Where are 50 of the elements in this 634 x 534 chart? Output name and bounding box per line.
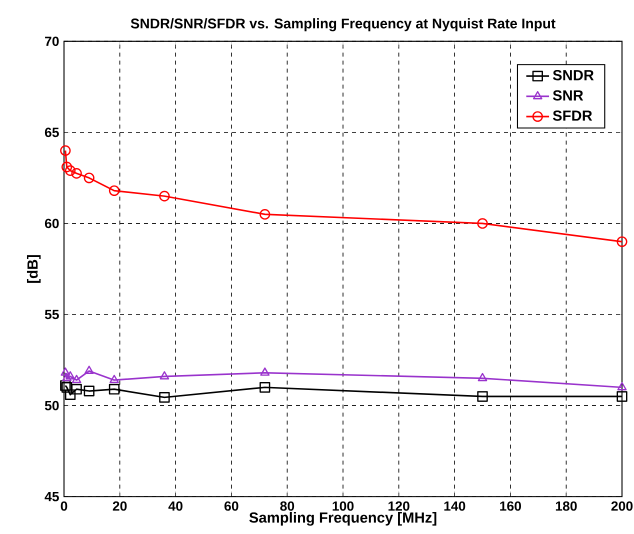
- legend-label: SFDR: [552, 110, 592, 121]
- point: [71, 168, 82, 179]
- y-tick-label: 60: [44, 218, 59, 228]
- x-tick-label: 140: [444, 501, 466, 511]
- point: [108, 384, 120, 395]
- x-tick-label: 160: [500, 501, 521, 511]
- y-tick-label: 70: [45, 36, 59, 46]
- x-tick-label: 100: [332, 501, 354, 511]
- point: [84, 386, 94, 396]
- point: [60, 367, 70, 376]
- point: [477, 391, 488, 402]
- point: [72, 374, 82, 384]
- point: [478, 372, 488, 382]
- chart-title: SNDR/SNR/SFDR vs. Sampling Frequency at Nyquist Rate Input: [130, 18, 556, 32]
- point: [71, 384, 82, 395]
- y-tick-label: 50: [44, 400, 59, 410]
- x-tick-label: 180: [556, 501, 577, 511]
- point: [60, 145, 71, 156]
- x-tick-label: 40: [168, 501, 182, 511]
- point: [260, 209, 270, 220]
- x-tick-label: 60: [224, 501, 238, 511]
- point: [108, 185, 120, 196]
- point: [260, 382, 270, 393]
- x-axis-title: Sampling Frequency [MHz]: [249, 512, 436, 526]
- point: [61, 162, 72, 172]
- point: [617, 382, 627, 390]
- point: [64, 389, 76, 400]
- x-tick-label: 80: [280, 501, 294, 511]
- point: [260, 367, 270, 376]
- point: [110, 374, 119, 384]
- y-axis-title: [dB]: [26, 255, 41, 283]
- point: [159, 392, 170, 403]
- point: [84, 172, 94, 184]
- point: [84, 366, 94, 374]
- point: [159, 190, 170, 202]
- y-tick-label: 45: [44, 492, 59, 502]
- x-tick-label: 20: [112, 501, 127, 511]
- legend-label: SNR: [552, 90, 584, 101]
- point: [66, 371, 75, 380]
- point: [64, 165, 76, 176]
- y-tick-label: 65: [44, 128, 59, 138]
- legend-label: SNDR: [552, 70, 594, 80]
- y-tick-label: 55: [44, 310, 59, 320]
- point: [616, 391, 628, 402]
- point: [477, 218, 488, 229]
- x-tick-label: 0: [60, 501, 68, 511]
- x-tick-label: 200: [611, 501, 633, 511]
- point: [616, 236, 628, 247]
- x-tick-label: 120: [388, 501, 410, 511]
- point: [160, 371, 170, 380]
